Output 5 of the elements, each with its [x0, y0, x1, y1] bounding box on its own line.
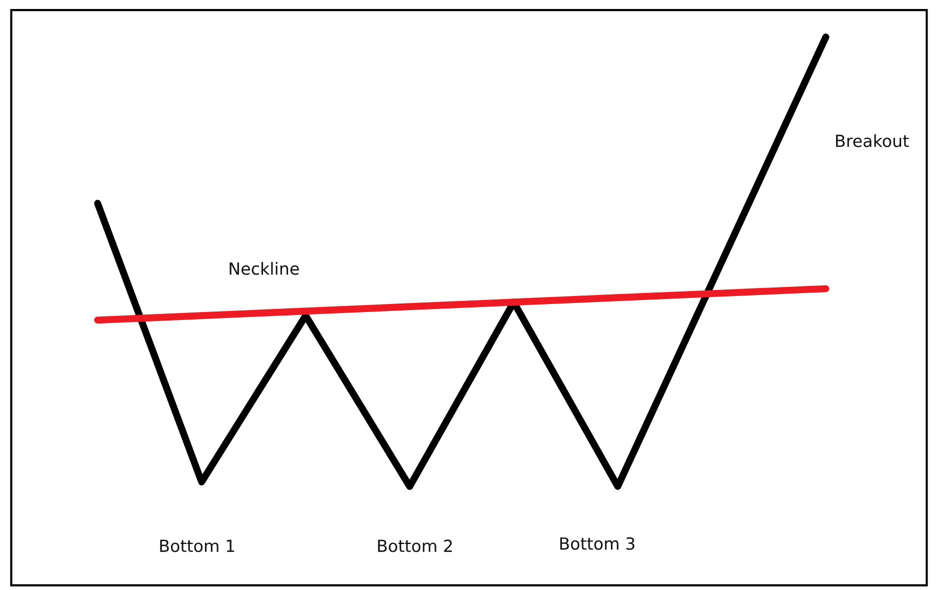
text: Bottom 2: [378, 540, 452, 552]
text: Bottom 3: [560, 537, 634, 550]
annotation: Neckline: [230, 262, 299, 275]
text: Bottom 1: [160, 540, 234, 552]
annotation: Breakout: [836, 134, 909, 148]
